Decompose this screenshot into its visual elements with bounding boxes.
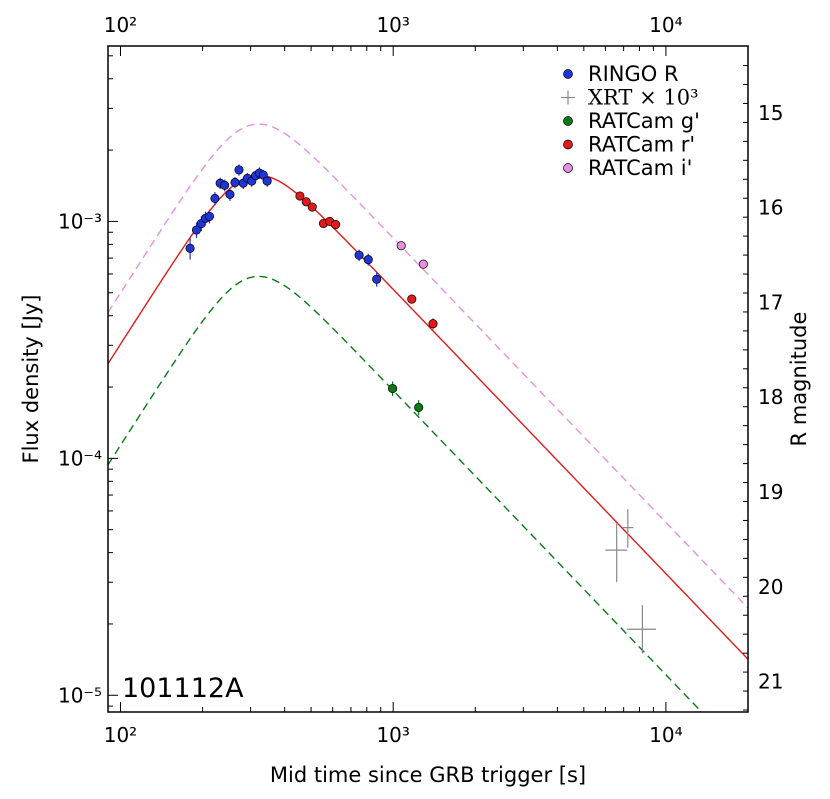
legend-marker [563, 163, 573, 173]
data-point [428, 319, 438, 329]
x-tick-label-bottom: 10³ [376, 723, 409, 747]
data-point [204, 211, 215, 221]
right-tick-label: 16 [758, 196, 783, 220]
model-curve-line [108, 174, 748, 660]
data-point [331, 219, 341, 230]
model-curve-line [108, 123, 748, 609]
right-axis-title: R magnitude [787, 312, 811, 447]
data-point [220, 180, 230, 190]
data-point [363, 255, 373, 265]
data-point [372, 274, 382, 284]
data-point [210, 193, 220, 204]
x-tick-label-bottom: 10² [104, 723, 137, 747]
legend-label: RATCam i' [588, 156, 692, 180]
axis-labels: 10² 10² 10³ 10³ 10⁴ 10⁴ 10⁻⁵ 10⁻⁴ 10⁻³ 15 16 17 18 19… [58, 13, 783, 747]
right-tick-label: 21 [758, 670, 783, 694]
data-point [295, 191, 305, 201]
data-point [396, 241, 406, 251]
data-point [407, 294, 417, 304]
data-point [191, 225, 202, 235]
x-tick-label-bottom: 10⁴ [649, 723, 682, 747]
x-tick-label-top: 10² [104, 13, 137, 37]
data-point [301, 197, 311, 207]
legend-label: RATCam r' [588, 133, 695, 157]
data-point [388, 384, 398, 394]
plot-frame [107, 45, 749, 713]
y-axis-title: Flux density [Jy] [19, 294, 43, 463]
data-point [230, 177, 240, 188]
model-curve-line [108, 275, 703, 712]
right-tick-label: 18 [758, 385, 783, 409]
data-points [185, 164, 657, 654]
legend-label: RINGO R [588, 62, 679, 86]
legend-marker [563, 139, 573, 150]
data-point [354, 250, 364, 260]
data-point [185, 243, 195, 253]
legend-marker [563, 69, 573, 79]
right-tick-label: 19 [758, 480, 783, 504]
data-point [418, 259, 428, 269]
x-axis-title: Mid time since GRB trigger [s] [270, 763, 586, 787]
legend-label: XRT × 10³ [588, 86, 699, 110]
y-tick-label: 10⁻³ [58, 209, 102, 233]
panel-label: 101112A [122, 673, 244, 704]
x-tick-label-top: 10⁴ [649, 13, 682, 37]
y-tick-label: 10⁻⁴ [58, 446, 102, 470]
x-tick-label-top: 10³ [376, 13, 409, 37]
data-point [225, 189, 235, 199]
legend-label: RATCam g' [588, 109, 700, 133]
right-tick-label: 17 [758, 290, 783, 314]
data-point [234, 165, 244, 175]
right-tick-label: 15 [758, 101, 783, 125]
data-point [414, 402, 424, 412]
right-tick-label: 20 [758, 575, 783, 599]
data-point [307, 202, 317, 212]
data-point [262, 176, 272, 186]
legend-marker [563, 116, 573, 126]
y-tick-label: 10⁻⁵ [58, 683, 102, 707]
axis-ticks [107, 46, 749, 712]
